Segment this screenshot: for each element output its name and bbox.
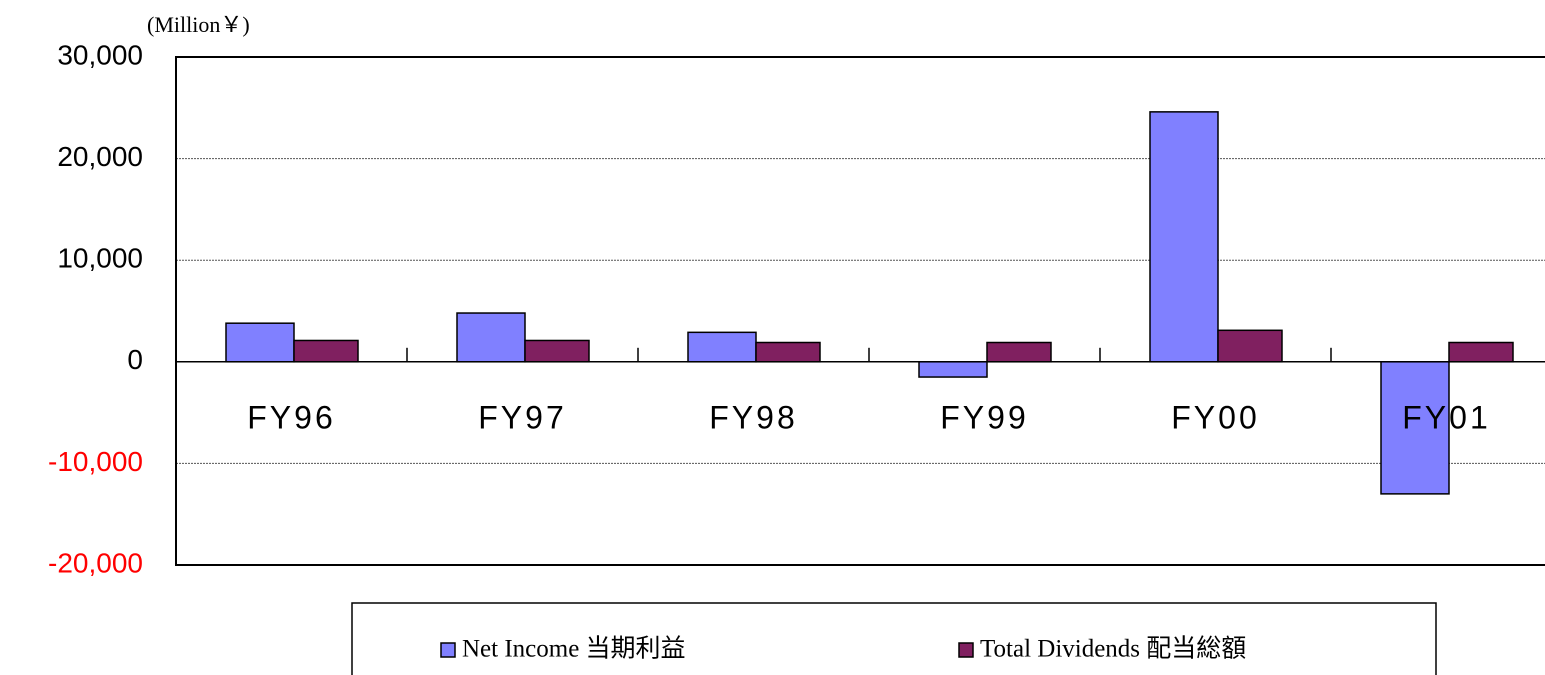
bar [918, 361, 988, 378]
bar [225, 322, 295, 363]
bar [986, 341, 1052, 363]
bar [456, 312, 526, 363]
legend-swatch [440, 642, 456, 658]
y-tick-label: 20,000 [57, 141, 143, 172]
y-tick-label: 10,000 [57, 243, 143, 274]
legend-label: Net Income 当期利益 [462, 635, 686, 663]
x-tick-label: FY99 [940, 399, 1028, 435]
x-tick-label: FY00 [1171, 399, 1259, 435]
bar [1149, 111, 1219, 363]
bar [1448, 341, 1514, 363]
bar [687, 331, 757, 363]
unit-label: (Million￥) [147, 12, 250, 37]
bar [755, 341, 821, 363]
y-tick-label: -10,000 [48, 446, 143, 477]
bar [524, 339, 590, 363]
legend-swatch [958, 642, 974, 658]
legend-box [351, 602, 1437, 675]
x-tick-label: FY97 [478, 399, 566, 435]
x-tick-label: FY01 [1402, 399, 1490, 435]
x-tick-label: FY98 [709, 399, 797, 435]
y-tick-label: -20,000 [48, 547, 143, 578]
legend-label: Total Dividends 配当総額 [980, 635, 1246, 663]
plot-border [175, 56, 1545, 566]
y-tick-label: 0 [127, 344, 143, 375]
y-tick-label: 30,000 [57, 39, 143, 70]
x-tick-label: FY96 [247, 399, 335, 435]
bar [1380, 361, 1450, 495]
bar [293, 339, 359, 363]
bar [1217, 329, 1283, 363]
